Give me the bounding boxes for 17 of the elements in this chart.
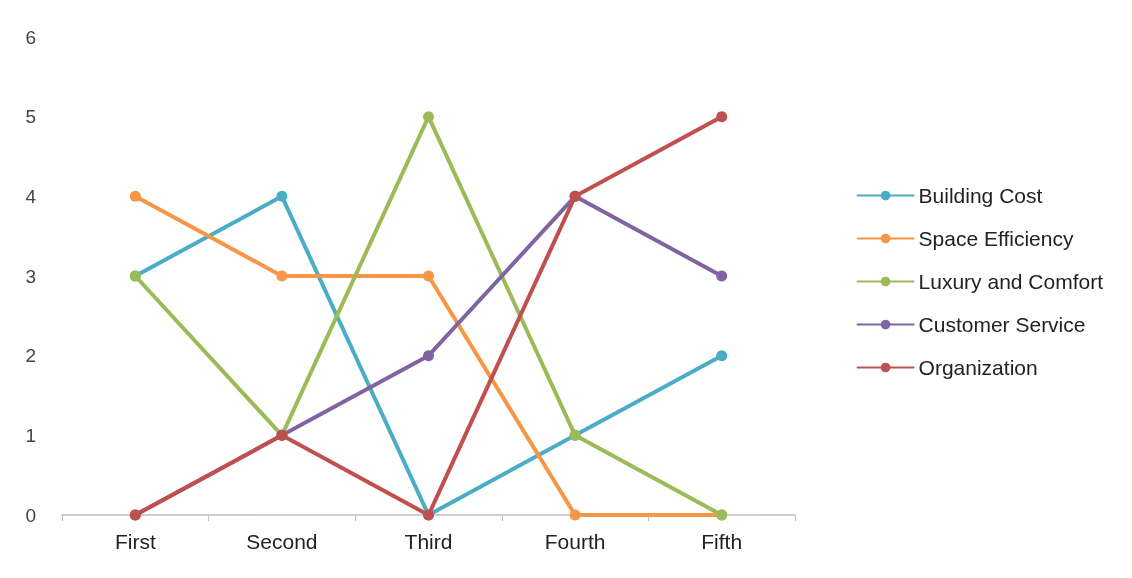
x-tick-label: Fourth	[544, 530, 606, 553]
x-tick-label: Third	[404, 530, 453, 553]
y-tick-label: 4	[25, 185, 37, 207]
y-tick-label: 3	[25, 265, 36, 287]
y-tick-label: 6	[25, 26, 36, 48]
legend-label: Space Efficiency	[918, 227, 1074, 250]
x-tick-label: First	[114, 530, 156, 553]
y-tick-label: 5	[25, 106, 36, 128]
x-tick-label: Second	[246, 530, 318, 553]
y-tick-label: 2	[25, 345, 36, 367]
y-tick-label: 0	[25, 504, 36, 526]
x-tick-label: Fifth	[701, 530, 743, 553]
legend-label: Building Cost	[918, 184, 1043, 207]
legend-label: Customer Service	[918, 313, 1086, 336]
y-tick-label: 1	[25, 424, 36, 446]
legend-label: Organization	[918, 356, 1038, 379]
legend-label: Luxury and Comfort	[918, 270, 1104, 293]
